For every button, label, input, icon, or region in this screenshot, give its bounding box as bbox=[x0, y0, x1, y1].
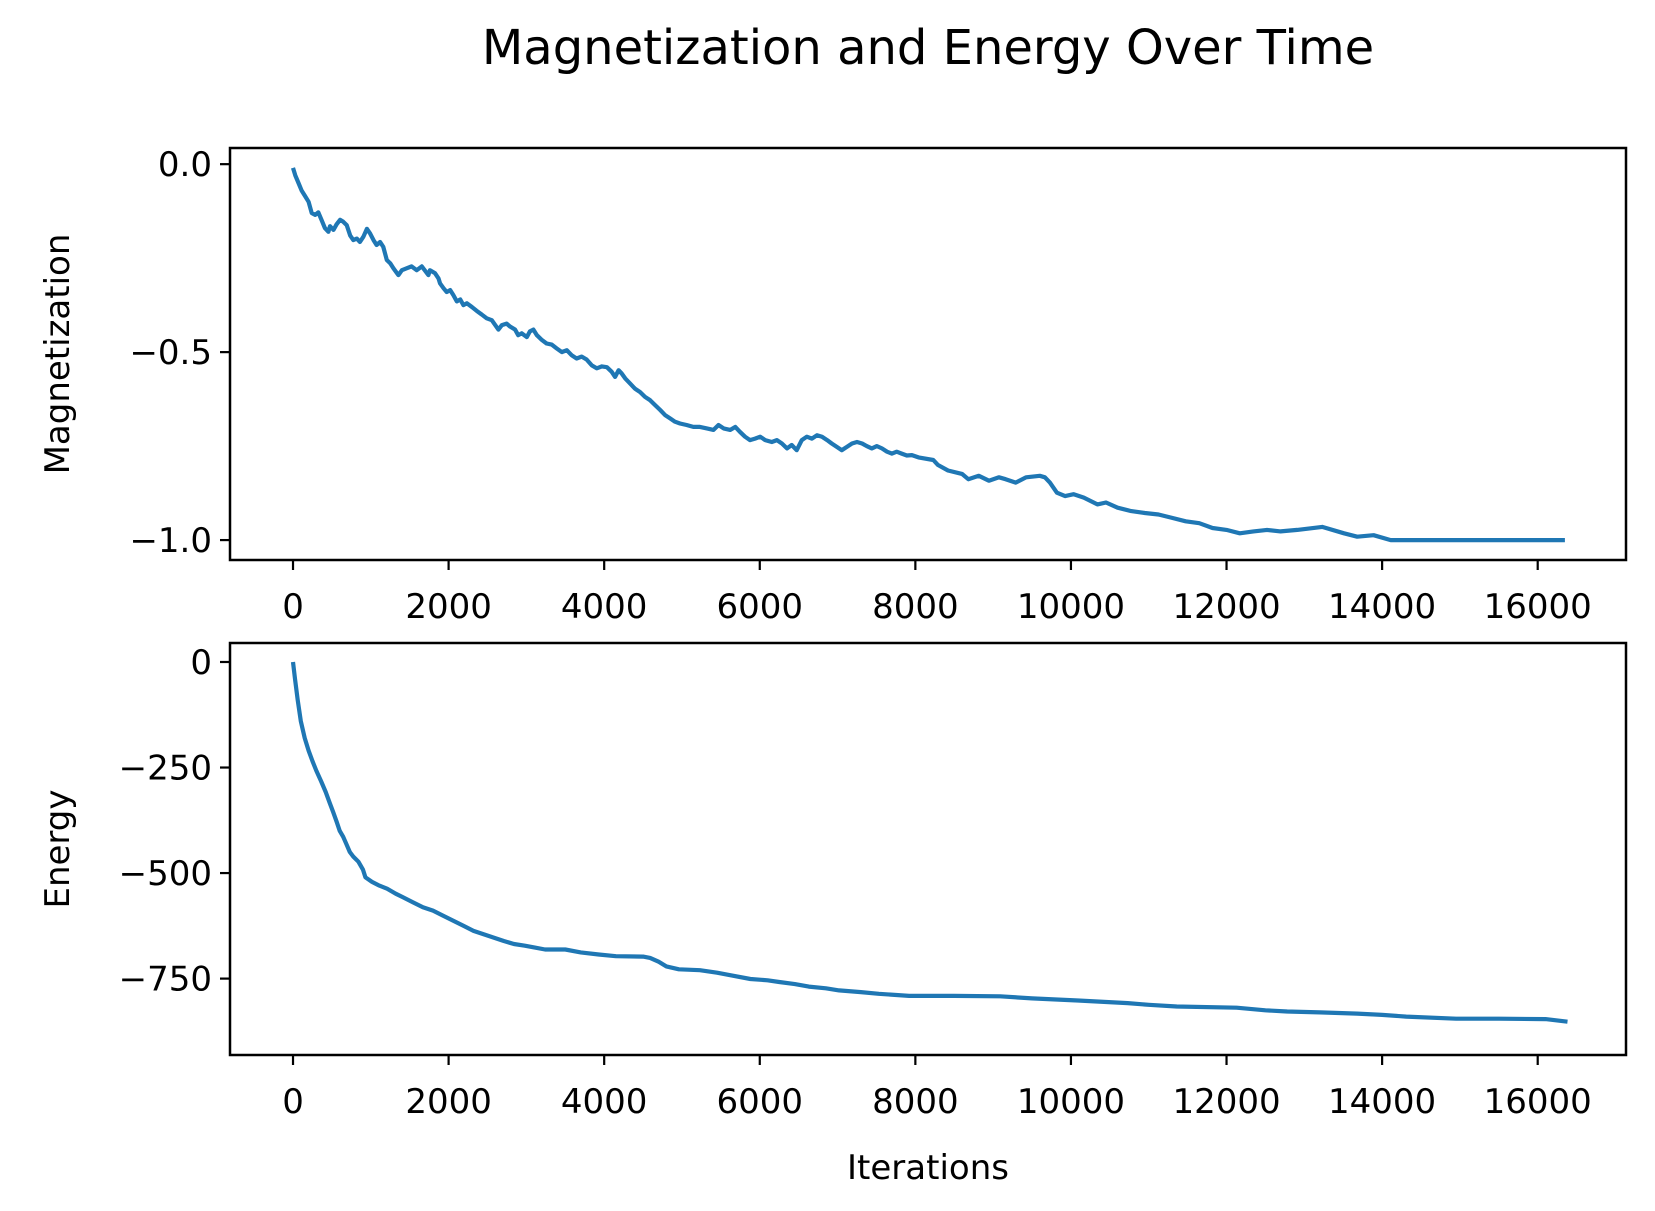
x-tick-label: 10000 bbox=[1017, 1082, 1125, 1122]
x-tick-label: 2000 bbox=[405, 1082, 492, 1122]
y-tick-label: −0.5 bbox=[129, 333, 212, 373]
y-tick-label: −750 bbox=[119, 960, 212, 1000]
y-tick-label: −1.0 bbox=[129, 521, 212, 561]
x-tick-label: 14000 bbox=[1328, 1082, 1436, 1122]
y-tick-label: −500 bbox=[119, 854, 212, 894]
x-tick-label: 16000 bbox=[1484, 1082, 1592, 1122]
axes-magnetization: 0 2000 4000 6000 8000 10000 12000 14000 16000 0.0… bbox=[129, 145, 1628, 627]
y-tick-label: 0 bbox=[190, 643, 212, 683]
x-tick-label: 0 bbox=[282, 587, 304, 627]
x-tick-label: 8000 bbox=[872, 587, 959, 627]
x-tick-label: 12000 bbox=[1172, 587, 1280, 627]
y-tick-label: 0.0 bbox=[158, 145, 212, 185]
x-tick-label: 6000 bbox=[717, 1082, 804, 1122]
x-tick-label: 4000 bbox=[561, 587, 648, 627]
x-tick-label: 6000 bbox=[717, 587, 804, 627]
axes-spines bbox=[228, 641, 1628, 1057]
x-tick-label: 14000 bbox=[1328, 587, 1436, 627]
axes-energy: 0 2000 4000 6000 8000 10000 12000 14000 16000 0 −2… bbox=[119, 641, 1628, 1122]
x-tick-label: 16000 bbox=[1484, 587, 1592, 627]
y-tick-label: −250 bbox=[119, 749, 212, 789]
magnetization-line bbox=[290, 167, 1565, 543]
xlabel-iterations: Iterations bbox=[847, 1148, 1009, 1188]
x-tick-label: 10000 bbox=[1017, 587, 1125, 627]
x-tick-label: 2000 bbox=[405, 587, 492, 627]
energy-line bbox=[290, 661, 1568, 1024]
x-tick-label: 8000 bbox=[872, 1082, 959, 1122]
x-tick-label: 4000 bbox=[561, 1082, 648, 1122]
chart-title: Magnetization and Energy Over Time bbox=[481, 20, 1375, 76]
x-tick-label: 0 bbox=[282, 1082, 304, 1122]
x-tick-label: 12000 bbox=[1172, 1082, 1280, 1122]
axes-spines bbox=[228, 146, 1628, 562]
